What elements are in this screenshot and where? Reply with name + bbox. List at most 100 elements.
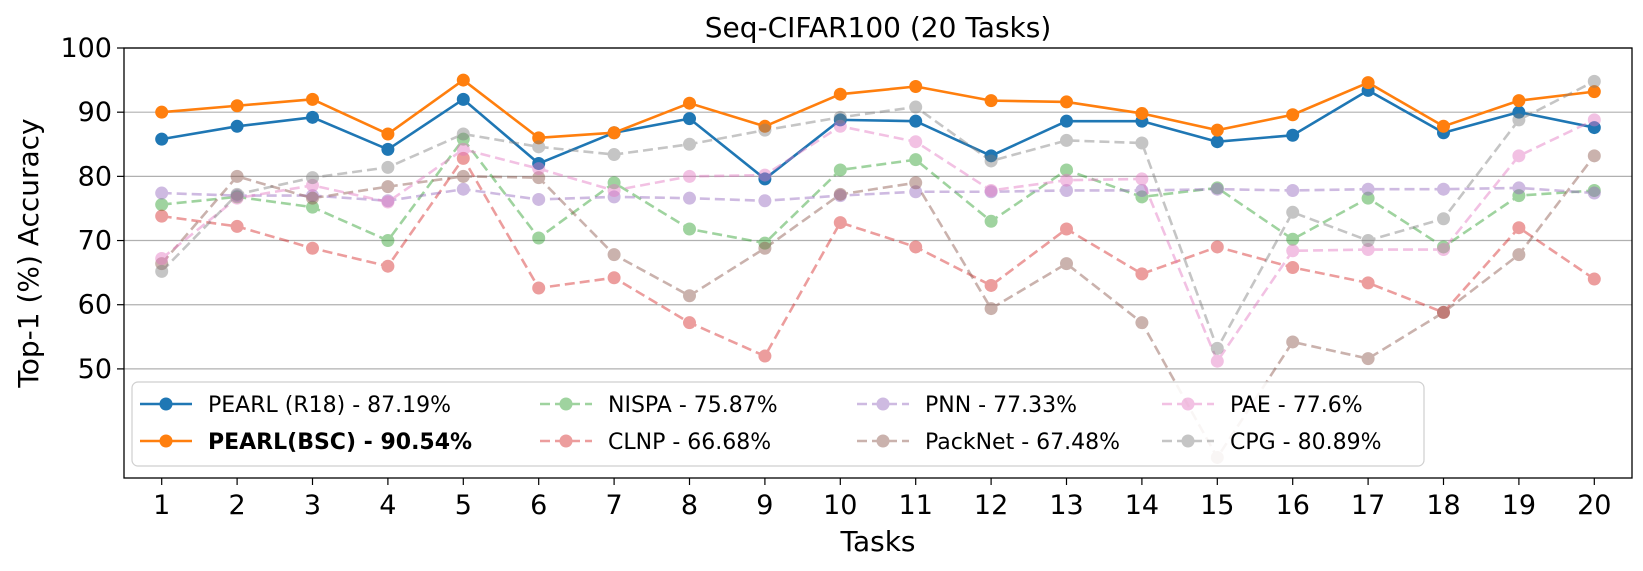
series-cpg <box>155 74 1601 355</box>
data-point-packnet <box>306 191 319 205</box>
data-point-pae <box>306 178 319 192</box>
data-point-pearl-bsc <box>984 94 998 108</box>
legend-swatch <box>1162 397 1214 411</box>
data-point-cpg <box>1587 74 1601 88</box>
x-tick-label: 1 <box>153 490 170 521</box>
y-tick-label: 70 <box>78 226 112 257</box>
x-tick-label: 14 <box>1125 490 1159 521</box>
legend-swatch <box>1162 434 1214 448</box>
data-point-clnp <box>306 241 319 255</box>
data-point-nispa <box>1060 163 1073 177</box>
series-nispa <box>155 132 1601 254</box>
legend-label: CLNP - 66.68% <box>608 430 771 455</box>
legend-entry-pearl-r18: PEARL (R18) - 87.19% <box>140 393 451 418</box>
data-point-cpg <box>230 187 244 201</box>
data-point-nispa <box>532 231 546 245</box>
legend-entry-cpg: CPG - 80.89% <box>1162 430 1382 455</box>
data-point-clnp <box>532 281 546 295</box>
data-point-pae <box>683 169 696 183</box>
chart-title: Seq-CIFAR100 (20 Tasks) <box>705 11 1052 44</box>
data-point-pnn <box>984 185 998 199</box>
y-axis-label: Top-1 (%) Accuracy <box>12 118 45 388</box>
legend-entry-pearl-bsc: PEARL(BSC) - 90.54% <box>140 430 472 455</box>
data-point-nispa <box>1512 189 1526 203</box>
data-point-clnp <box>1060 222 1073 236</box>
data-point-pae <box>984 183 998 197</box>
data-point-pearl-r18 <box>1587 121 1601 135</box>
data-point-nispa <box>909 153 923 167</box>
data-point-cpg <box>1437 212 1450 226</box>
data-point-pae <box>758 168 772 182</box>
data-point-packnet <box>1512 248 1526 262</box>
data-point-pnn <box>381 194 395 208</box>
data-point-pnn <box>1286 183 1300 197</box>
data-point-clnp <box>381 259 395 273</box>
data-point-clnp <box>1135 267 1149 281</box>
data-point-pearl-r18 <box>532 157 546 171</box>
data-point-pae <box>607 183 621 197</box>
data-point-cpg <box>683 137 696 151</box>
data-point-pearl-r18 <box>1512 105 1526 119</box>
data-point-pearl-bsc <box>683 96 696 110</box>
x-tick-label: 8 <box>681 490 698 521</box>
data-point-nispa <box>1135 190 1149 204</box>
series-line-clnp <box>161 157 1596 358</box>
data-point-pearl-r18 <box>456 92 470 106</box>
data-point-nispa <box>306 200 319 214</box>
data-point-cpg <box>833 110 847 124</box>
y-tick-label: 60 <box>78 290 112 321</box>
data-point-nispa <box>984 214 998 228</box>
x-tick-label: 20 <box>1577 490 1611 521</box>
x-tick-label: 11 <box>899 490 933 521</box>
x-tick-label: 15 <box>1200 490 1234 521</box>
legend-swatch <box>140 434 192 448</box>
x-tick-label: 7 <box>606 490 623 521</box>
data-point-pearl-r18 <box>984 149 998 163</box>
data-point-pearl-bsc <box>909 80 923 94</box>
x-tick-label: 10 <box>823 490 857 521</box>
data-point-clnp <box>230 219 244 233</box>
data-point-pearl-r18 <box>381 142 395 156</box>
data-point-nispa <box>456 132 470 146</box>
legend-swatch <box>857 397 909 411</box>
legend-entry-nispa: NISPA - 75.87% <box>540 393 778 418</box>
data-point-packnet <box>607 248 621 262</box>
data-point-pae <box>1587 113 1601 127</box>
data-point-cpg <box>1286 205 1300 219</box>
series-pearl-r18 <box>155 83 1601 186</box>
data-point-clnp <box>758 349 772 363</box>
data-point-pnn <box>1512 181 1526 195</box>
legend-swatch <box>140 397 192 411</box>
y-tick-label: 100 <box>60 33 112 64</box>
legend-swatch-marker <box>1181 434 1195 448</box>
data-point-clnp <box>1512 221 1526 235</box>
data-point-clnp <box>984 278 998 292</box>
data-point-pae <box>1210 354 1224 368</box>
legend-swatch-marker <box>159 397 173 411</box>
x-tick-label: 18 <box>1426 490 1460 521</box>
data-point-pearl-bsc <box>1512 94 1526 108</box>
data-point-pearl-bsc <box>456 73 470 87</box>
x-tick-label: 13 <box>1049 490 1083 521</box>
data-point-packnet <box>1135 316 1149 330</box>
data-point-packnet <box>456 169 470 183</box>
x-tick-label: 19 <box>1502 490 1536 521</box>
data-point-pearl-r18 <box>758 172 772 186</box>
data-point-nispa <box>1210 181 1224 195</box>
data-point-nispa <box>833 163 847 177</box>
data-point-cpg <box>381 160 395 174</box>
legend-label: PEARL(BSC) - 90.54% <box>208 430 472 455</box>
data-point-packnet <box>758 241 772 255</box>
data-point-nispa <box>1361 191 1375 205</box>
legend: PEARL (R18) - 87.19% PEARL(BSC) - 90.54% N… <box>131 381 1425 467</box>
legend-entry-packnet: PackNet - 67.48% <box>857 430 1120 455</box>
data-point-pearl-bsc <box>155 105 169 119</box>
data-point-packnet <box>381 180 395 194</box>
data-point-nispa <box>155 198 169 212</box>
data-point-cpg <box>306 171 319 185</box>
x-tick-label: 3 <box>304 490 321 521</box>
data-point-pearl-bsc <box>230 99 244 113</box>
y-tick-label: 90 <box>78 97 112 128</box>
